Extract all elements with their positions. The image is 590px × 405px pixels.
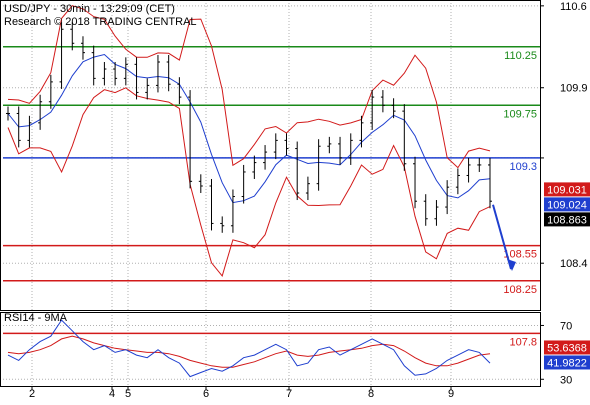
price-bars-layer [6, 22, 516, 272]
level-lines-layer: 110.25 109.75 109.3 108.55 108.25 107.8 [3, 46, 540, 348]
x-tick-label: 8 [368, 388, 374, 400]
bollinger-upper-band [7, 5, 491, 169]
outlook-arrow-shaft [492, 204, 512, 270]
rsi-tick-label: 70 [560, 320, 572, 332]
y-tick-label: 109.9 [560, 83, 588, 95]
level-label: 108.55 [503, 249, 537, 261]
price-badge-bg [544, 212, 590, 227]
x-tick-label: 6 [203, 388, 209, 400]
rsi-line [7, 319, 491, 378]
axis-labels-layer: 2 4 5 6 7 8 9 110.6 109.9 108.4 70 30 [29, 1, 588, 400]
rsi-badge: 53.6368 [547, 342, 587, 354]
x-tick-label: 4 [109, 388, 115, 400]
x-tick-label: 5 [125, 388, 131, 400]
rsi-layer [7, 319, 491, 378]
x-tick-label: 9 [448, 388, 454, 400]
frame-layer [0, 0, 541, 387]
chart-title: USD/JPY - 30min - 13:29:09 (CET) [4, 3, 175, 15]
level-label: 109.3 [509, 161, 537, 173]
price-badge-bg [544, 182, 590, 197]
bollinger-bands-layer [7, 5, 491, 277]
x-tick-label: 7 [286, 388, 292, 400]
x-tick-label: 2 [29, 388, 35, 400]
level-label: 110.25 [504, 50, 537, 62]
grid-layer [3, 0, 540, 386]
y-tick-label: 108.4 [560, 258, 588, 270]
value-badges-layer: 109.031 109.024 108.863 53.6368 41.9822 [544, 182, 590, 370]
rsi-panel-title: RSI14 - 9MA [4, 312, 68, 324]
price-badge-bg [544, 197, 590, 212]
chart-subtitle: Research © 2018 TRADING CENTRAL [4, 16, 197, 28]
price-badge: 109.024 [547, 199, 587, 211]
rsi-tick-label: 30 [560, 374, 572, 386]
level-label: 108.25 [503, 284, 537, 296]
price-panel-frame [0, 0, 541, 311]
level-label: 107.8 [509, 336, 537, 348]
y-tick-label: 110.6 [560, 1, 587, 13]
rsi-badge: 41.9822 [547, 357, 587, 369]
outlook-arrow-head [507, 259, 516, 272]
rsi-badge-bg [544, 340, 590, 355]
bollinger-lower-band [7, 87, 491, 277]
price-badge: 108.863 [547, 214, 587, 226]
level-label: 109.75 [503, 108, 537, 120]
rsi-panel-frame [0, 312, 541, 387]
rsi-badge-bg [544, 355, 590, 370]
rsi-ma-line [7, 335, 491, 368]
moving-average-line [7, 53, 491, 204]
price-badge: 109.031 [547, 184, 587, 196]
